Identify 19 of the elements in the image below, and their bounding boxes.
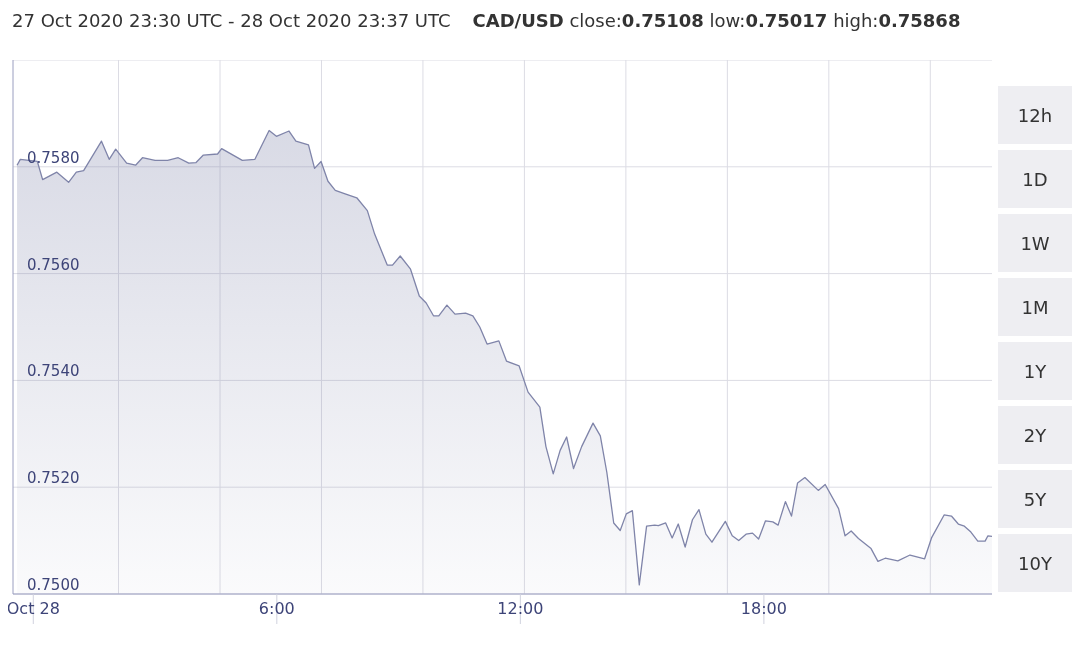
y-tick-label: 0.7560 bbox=[27, 255, 80, 274]
y-tick-label: 0.7500 bbox=[27, 576, 80, 594]
x-tick-label: 12:00 bbox=[497, 599, 544, 618]
range-button: 5Y bbox=[998, 470, 1072, 528]
y-tick-label: 0.7580 bbox=[27, 148, 80, 167]
range-button: 12h bbox=[998, 86, 1072, 144]
y-tick-label: 0.7520 bbox=[27, 469, 80, 488]
y-tick-label: 0.7540 bbox=[27, 362, 80, 381]
x-tick-label: Oct 28 bbox=[6, 599, 60, 618]
range-button: 1D bbox=[998, 150, 1072, 208]
chart-title: 27 Oct 2020 23:30 UTC - 28 Oct 2020 23:37 UTC bbox=[12, 10, 451, 31]
range-button: 10Y bbox=[998, 534, 1072, 592]
range-button: 1M bbox=[998, 278, 1072, 336]
range-button: 1Y bbox=[998, 342, 1072, 400]
x-tick-label: 6:00 bbox=[258, 599, 295, 618]
x-tick-label: 18:00 bbox=[740, 599, 787, 618]
range-button: 2Y bbox=[998, 406, 1072, 464]
chart-subtitle: CAD/USD close:0.75108 low:0.75017 high:0.75868 bbox=[472, 10, 961, 31]
range-button: 1W bbox=[998, 214, 1072, 272]
